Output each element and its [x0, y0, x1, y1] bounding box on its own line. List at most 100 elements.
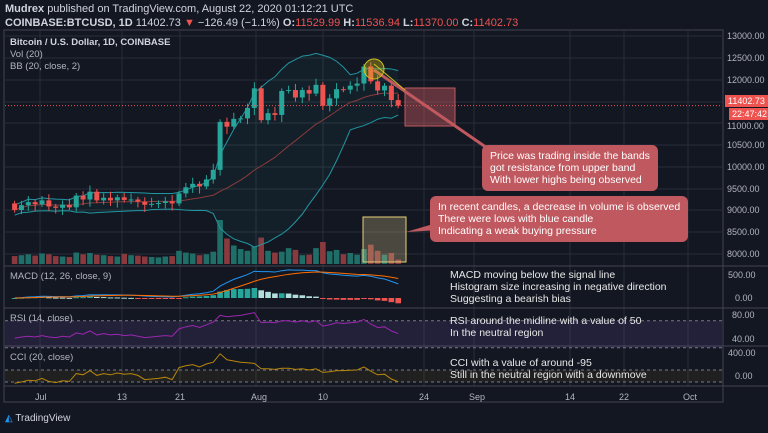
macd-legend[interactable]: MACD (12, 26, close, 9) — [10, 271, 112, 282]
publish-info: Mudrex published on TradingView.com, Aug… — [5, 3, 353, 16]
bb-lower — [14, 114, 399, 248]
candle — [395, 100, 401, 106]
last-price-tag: 11402.73 — [725, 95, 768, 107]
candle — [18, 205, 24, 210]
candle — [142, 201, 148, 205]
price-axis-label: 9500.00 — [727, 183, 760, 194]
macd-histogram-bar — [141, 298, 148, 299]
volume-bar — [203, 254, 210, 264]
volume-bar — [292, 249, 299, 264]
price-change: −126.49 (−1.1%) — [197, 17, 280, 29]
macd-histogram-bar — [176, 298, 182, 299]
volume-bar — [361, 249, 367, 264]
volume-bar — [183, 252, 189, 264]
candle — [340, 89, 346, 91]
candle — [347, 85, 353, 90]
macd-histogram-bar — [244, 288, 251, 298]
volume-bar — [258, 237, 264, 264]
macd-histogram-bar — [306, 296, 312, 298]
time-axis-label: 10 — [318, 392, 329, 402]
macd-histogram-bar — [66, 297, 73, 299]
macd-histogram-bar — [265, 291, 271, 298]
candle — [279, 90, 285, 115]
candle — [203, 179, 209, 187]
time-axis-label: 22 — [619, 392, 630, 402]
cci-band — [5, 370, 722, 382]
macd-line — [14, 269, 399, 299]
volume-box-drawing — [362, 216, 407, 263]
volume-bar — [121, 253, 127, 264]
volume-bar — [18, 255, 25, 264]
macd-histogram-bar — [237, 289, 244, 298]
volume-bar — [333, 249, 340, 264]
candle — [66, 204, 72, 208]
macd-histogram-bar — [52, 297, 59, 299]
volume-bar — [224, 238, 230, 264]
volume-bar — [368, 244, 374, 264]
callout-pointer — [373, 68, 491, 152]
publisher[interactable]: Mudrex — [5, 3, 45, 15]
cci-legend[interactable]: CCI (20, close) — [10, 352, 74, 363]
volume-bar — [66, 256, 73, 264]
macd-histogram-bar — [395, 298, 401, 304]
volume-bar — [231, 245, 237, 264]
volume-bar — [39, 253, 45, 264]
volume-bar — [217, 220, 223, 264]
candle — [32, 202, 38, 205]
candle — [368, 66, 374, 82]
volume-bar — [141, 256, 148, 264]
volume-bar — [320, 242, 326, 264]
candle — [101, 197, 107, 201]
candle — [292, 90, 298, 98]
cci-axis-label: 0.00 — [735, 371, 753, 381]
tradingview-icon: ◭ — [5, 413, 13, 424]
candle — [258, 88, 264, 121]
volume-legend[interactable]: Vol (20) — [10, 49, 43, 60]
candle — [334, 89, 340, 99]
macd-histogram-bar — [114, 297, 121, 299]
candle — [354, 83, 360, 86]
macd-histogram-bar — [320, 298, 326, 299]
macd-histogram-bar — [128, 297, 134, 299]
volume-bar — [100, 255, 107, 264]
bb-fill — [14, 53, 399, 248]
candle — [149, 203, 155, 205]
candle — [388, 85, 394, 101]
volume-bar — [272, 252, 278, 264]
candle — [121, 197, 127, 200]
volume-bar — [52, 256, 59, 264]
volume-bar — [374, 250, 381, 264]
price-axis-label: 12000.00 — [727, 74, 765, 85]
candle — [238, 118, 244, 120]
time-axis-label: 21 — [175, 392, 186, 402]
candle — [197, 183, 203, 187]
cci-axis-label: 400.00 — [728, 348, 756, 358]
candle — [80, 195, 86, 200]
candle — [313, 84, 319, 94]
last-price: 11402.73 — [135, 17, 181, 29]
macd-histogram-bar — [326, 298, 333, 300]
macd-histogram-bar — [203, 295, 210, 298]
candle — [299, 90, 305, 98]
volume-bar — [155, 257, 162, 264]
macd-histogram-bar — [94, 296, 100, 298]
candle — [162, 201, 168, 203]
candle — [183, 187, 189, 194]
volume-bar — [114, 256, 121, 264]
candle — [306, 90, 312, 94]
candle — [231, 118, 237, 127]
close-value: 11402.73 — [473, 17, 519, 29]
macd-histogram-bar — [155, 298, 162, 299]
price-axis-label: 8500.00 — [727, 227, 760, 238]
rsi-axis-label: 40.00 — [732, 334, 755, 344]
candle — [272, 113, 278, 115]
volume-bar — [347, 253, 354, 264]
volume-bar — [94, 254, 100, 264]
tradingview-logo[interactable]: ◭ TradingView — [5, 413, 70, 424]
price-axis-label: 10000.00 — [727, 161, 765, 172]
rsi-legend[interactable]: RSI (14, close) — [10, 313, 73, 324]
macd-histogram-bar — [189, 296, 196, 298]
bb-legend[interactable]: BB (20, close, 2) — [10, 61, 81, 72]
volume-bar — [381, 254, 388, 264]
